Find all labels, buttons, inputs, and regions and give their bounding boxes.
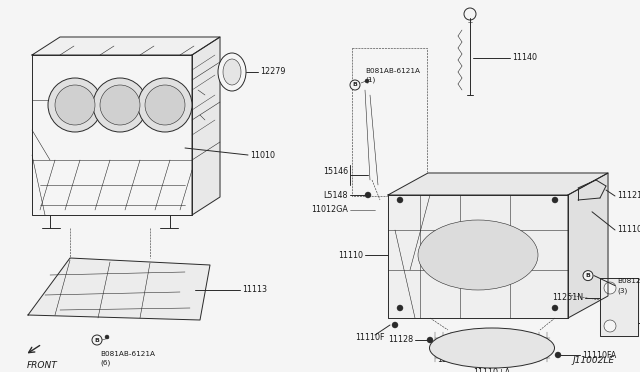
Text: B081AB-6121A: B081AB-6121A — [365, 68, 420, 74]
Text: 11251N: 11251N — [552, 294, 583, 302]
Text: 11113: 11113 — [242, 285, 267, 295]
Circle shape — [583, 270, 593, 280]
Text: 11110: 11110 — [338, 250, 363, 260]
Bar — [352, 48, 427, 196]
Circle shape — [365, 79, 369, 83]
Text: 11140: 11140 — [512, 54, 537, 62]
Text: 11128: 11128 — [388, 336, 413, 344]
Text: (6): (6) — [100, 360, 110, 366]
Text: (3): (3) — [617, 287, 627, 294]
Circle shape — [604, 282, 616, 294]
Circle shape — [55, 85, 95, 125]
Polygon shape — [192, 37, 220, 215]
Text: J11002LE: J11002LE — [573, 356, 615, 365]
Polygon shape — [600, 278, 638, 336]
Polygon shape — [388, 195, 568, 318]
Circle shape — [397, 197, 403, 203]
Polygon shape — [388, 173, 608, 195]
Circle shape — [397, 305, 403, 311]
Text: 11010: 11010 — [250, 151, 275, 160]
Circle shape — [145, 85, 185, 125]
Circle shape — [552, 305, 558, 311]
Polygon shape — [32, 55, 192, 215]
Ellipse shape — [429, 328, 554, 368]
Circle shape — [555, 352, 561, 358]
Circle shape — [93, 78, 147, 132]
Text: B: B — [586, 273, 591, 278]
Text: 12279: 12279 — [260, 67, 285, 77]
Text: L5148: L5148 — [323, 190, 348, 199]
Ellipse shape — [418, 220, 538, 290]
Text: B: B — [353, 83, 357, 87]
Text: 11121Z: 11121Z — [617, 192, 640, 201]
Circle shape — [105, 335, 109, 339]
Circle shape — [604, 320, 616, 332]
Text: B08120-8251E: B08120-8251E — [617, 278, 640, 283]
Circle shape — [100, 85, 140, 125]
Circle shape — [138, 78, 192, 132]
Text: 11012GA: 11012GA — [311, 205, 348, 215]
Circle shape — [365, 192, 371, 198]
Ellipse shape — [218, 53, 246, 91]
Text: 11128A: 11128A — [437, 355, 466, 364]
Polygon shape — [32, 37, 220, 55]
Circle shape — [350, 80, 360, 90]
Text: B: B — [95, 337, 99, 343]
Polygon shape — [28, 258, 210, 320]
Text: (1): (1) — [365, 77, 375, 83]
Text: 11110FA: 11110FA — [582, 350, 616, 359]
Text: 11110+A: 11110+A — [474, 368, 511, 372]
Circle shape — [392, 322, 398, 328]
Text: 15146: 15146 — [323, 167, 348, 176]
Text: FRONT: FRONT — [27, 360, 58, 369]
Ellipse shape — [223, 59, 241, 85]
Circle shape — [48, 78, 102, 132]
Circle shape — [552, 197, 558, 203]
Polygon shape — [568, 173, 608, 318]
Text: B081AB-6121A: B081AB-6121A — [100, 351, 155, 357]
Circle shape — [92, 335, 102, 345]
Text: 11110F: 11110F — [355, 333, 385, 341]
Text: 11110F: 11110F — [617, 225, 640, 234]
Circle shape — [427, 337, 433, 343]
